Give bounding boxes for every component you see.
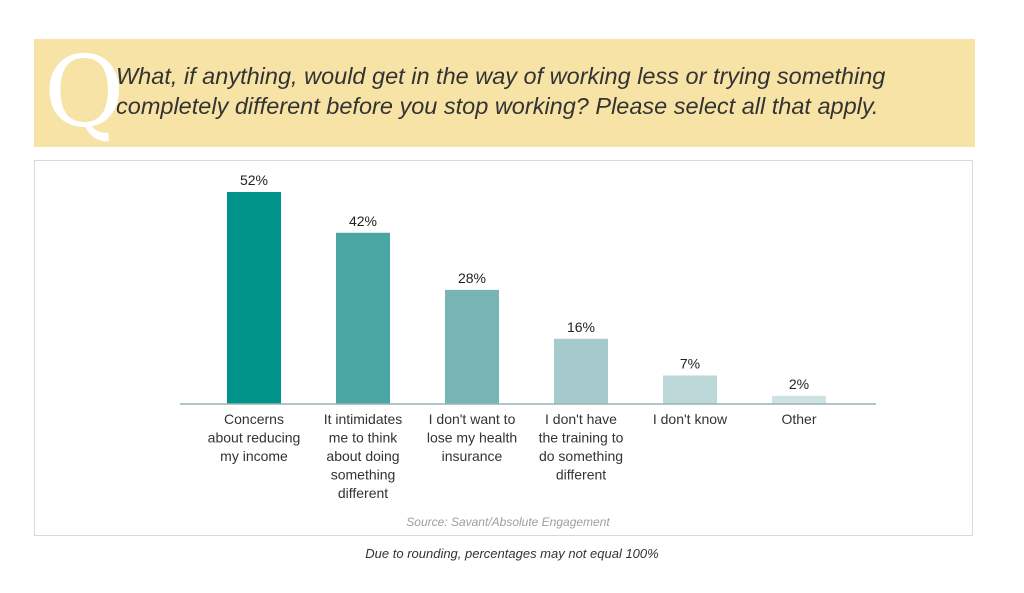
question-banner: Q What, if anything, would get in the wa…	[34, 39, 975, 147]
bar-4	[663, 375, 717, 404]
bar-3	[554, 338, 608, 404]
category-label-5: Other	[781, 411, 816, 427]
source-text: Source: Savant/Absolute Engagement	[406, 515, 610, 529]
bar-chart: 52% Concerns about reducing my income 42% It …	[180, 172, 876, 529]
data-label-2: 28%	[458, 270, 486, 286]
bar-5	[772, 395, 826, 404]
data-label-5: 2%	[789, 376, 809, 392]
data-label-0: 52%	[240, 172, 268, 188]
category-label-1: It intimidates me to think about doing some…	[324, 411, 403, 501]
category-label-2: I don't want to lose my health insurance	[427, 411, 517, 464]
bar-1	[336, 232, 390, 404]
data-label-3: 16%	[567, 319, 595, 335]
bar-0	[227, 192, 281, 404]
bar-2	[445, 289, 499, 404]
data-label-4: 7%	[680, 355, 700, 371]
question-text: What, if anything, would get in the way …	[116, 63, 886, 119]
category-label-3: I don't have the training to do something d…	[539, 411, 624, 483]
category-label-0: Concerns about reducing my income	[208, 411, 301, 464]
data-label-1: 42%	[349, 213, 377, 229]
q-letter-icon: Q	[44, 36, 125, 150]
category-label-4: I don't know	[653, 411, 728, 427]
chart-panel	[34, 160, 973, 536]
footnote: Due to rounding, percentages may not equ…	[365, 546, 659, 561]
